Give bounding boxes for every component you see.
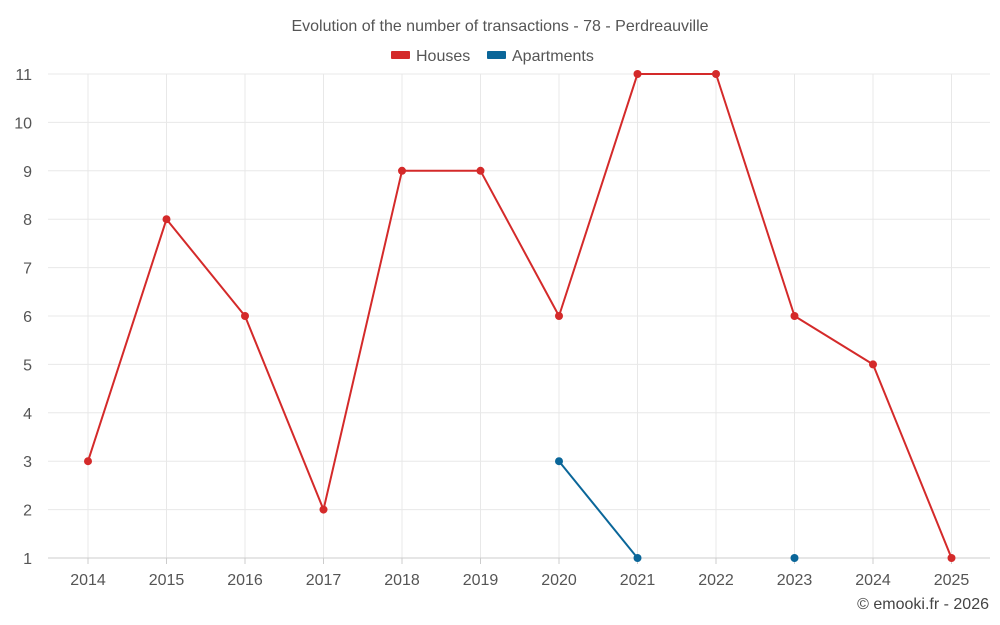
data-point-apartments[interactable] — [633, 554, 642, 562]
legend-swatch-apartments — [487, 51, 506, 59]
legend[interactable]: Houses Apartments — [391, 48, 594, 65]
y-tick-label: 4 — [23, 406, 32, 423]
y-tick-label: 2 — [23, 503, 32, 520]
x-tick-label: 2025 — [934, 572, 970, 589]
y-tick-label: 9 — [23, 164, 32, 181]
y-tick-label: 3 — [23, 454, 32, 471]
x-tick-label: 2018 — [384, 572, 420, 589]
legend-item-houses[interactable]: Houses — [391, 48, 470, 65]
y-tick-label: 5 — [23, 357, 32, 374]
data-point-apartments[interactable] — [555, 457, 563, 466]
y-tick-label: 8 — [23, 212, 32, 229]
y-tick-label: 1 — [23, 551, 32, 568]
x-tick-label: 2014 — [70, 572, 106, 589]
data-point-houses[interactable] — [712, 70, 720, 78]
data-point-houses[interactable] — [633, 70, 642, 78]
data-point-houses[interactable] — [398, 166, 406, 175]
data-point-houses[interactable] — [947, 554, 956, 562]
data-point-houses[interactable] — [162, 215, 171, 224]
data-point-houses[interactable] — [476, 166, 485, 175]
x-axis-ticks: 2014 2015 2016 2017 2018 2019 2020 2021 2022 2023… — [70, 558, 969, 589]
y-tick-label: 6 — [23, 309, 32, 326]
x-tick-label: 2015 — [149, 572, 185, 589]
x-tick-label: 2022 — [698, 572, 734, 589]
x-tick-label: 2023 — [777, 572, 813, 589]
series-line-apartments — [558, 460, 639, 559]
legend-label-houses: Houses — [416, 48, 470, 65]
data-point-houses[interactable] — [790, 312, 799, 320]
legend-item-apartments[interactable]: Apartments — [487, 48, 594, 65]
x-tick-label: 2021 — [620, 572, 656, 589]
y-tick-label: 11 — [15, 67, 32, 84]
x-tick-label: 2017 — [306, 572, 342, 589]
x-tick-label: 2019 — [463, 572, 499, 589]
series-apartments — [555, 457, 799, 562]
series-houses — [84, 70, 956, 562]
data-point-houses[interactable] — [555, 312, 563, 320]
data-point-apartments[interactable] — [790, 554, 799, 562]
data-point-houses[interactable] — [84, 457, 92, 466]
data-point-houses[interactable] — [241, 312, 249, 320]
x-tick-label: 2020 — [541, 572, 577, 589]
legend-label-apartments: Apartments — [512, 48, 594, 65]
legend-swatch-houses — [391, 51, 410, 59]
y-tick-label: 10 — [14, 115, 32, 132]
series-line-houses — [87, 73, 953, 559]
credit-text: © emooki.fr - 2026 — [857, 596, 989, 613]
series — [84, 70, 956, 562]
chart-title: Evolution of the number of transactions … — [291, 18, 708, 35]
y-axis-ticks: 1 2 3 4 5 6 7 8 9 10 11 — [14, 67, 32, 568]
y-tick-label: 7 — [23, 261, 32, 278]
data-point-houses[interactable] — [869, 360, 877, 369]
data-point-houses[interactable] — [319, 505, 328, 514]
x-tick-label: 2024 — [855, 572, 891, 589]
x-tick-label: 2016 — [227, 572, 263, 589]
grid — [48, 73, 990, 558]
